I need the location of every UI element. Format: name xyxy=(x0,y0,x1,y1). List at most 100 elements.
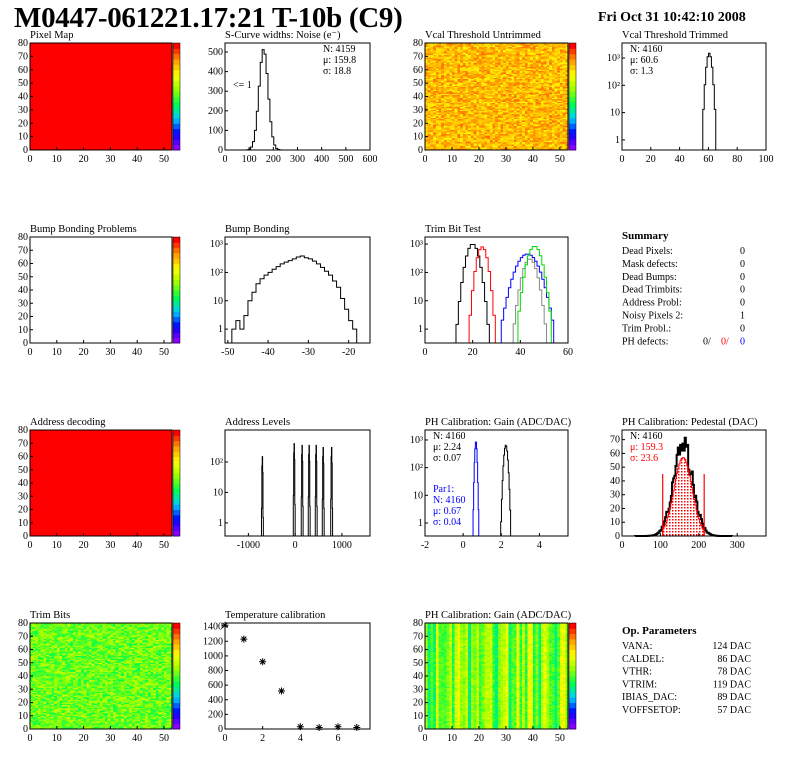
summary-title: Summary xyxy=(622,230,669,242)
y-tick-label: 500 xyxy=(208,47,223,58)
palette-band xyxy=(173,654,180,661)
histogram-series xyxy=(510,245,559,344)
palette-band xyxy=(173,332,180,339)
y-tick-label: 10² xyxy=(210,457,223,468)
palette-band xyxy=(173,321,180,328)
palette-band xyxy=(173,530,180,537)
palette-band xyxy=(569,112,576,119)
op-param-value: 86 DAC xyxy=(717,654,751,665)
stats-line: μ: 159.8 xyxy=(323,55,356,66)
palette-axis xyxy=(568,622,577,730)
palette-axis xyxy=(568,42,577,151)
x-tick-label: 100 xyxy=(242,154,257,165)
y-tick-label: 10 xyxy=(413,711,423,722)
palette-band xyxy=(173,628,180,635)
x-tick-label: 200 xyxy=(266,154,281,165)
x-tick-label: 20 xyxy=(474,154,484,165)
summary-value: 0 xyxy=(740,246,745,257)
x-tick-label: 300 xyxy=(730,540,745,551)
palette-axis xyxy=(172,236,181,344)
data-point xyxy=(240,635,248,643)
palette-band xyxy=(569,91,576,97)
op-params-title: Op. Parameters xyxy=(622,625,697,637)
x-tick-label: 10 xyxy=(52,733,62,744)
palette-band xyxy=(173,107,180,114)
y-tick-label: 10³ xyxy=(410,239,423,250)
palette-band xyxy=(569,96,576,103)
y-tick-label: 10³ xyxy=(410,435,423,446)
palette-band xyxy=(173,337,180,344)
x-tick-label: 600 xyxy=(363,154,378,165)
y-tick-label: 80 xyxy=(413,618,423,629)
palette-axis xyxy=(172,622,181,730)
palette-band xyxy=(569,670,576,677)
palette-band xyxy=(173,498,180,505)
palette-band xyxy=(173,112,180,119)
summary-value: 0 xyxy=(740,298,745,309)
y-tick-label: 50 xyxy=(18,272,28,283)
timestamp: Fri Oct 31 10:42:10 2008 xyxy=(598,10,746,25)
y-tick-label: 80 xyxy=(18,38,28,49)
palette-band xyxy=(173,268,180,275)
panel-title: Trim Bits xyxy=(30,610,70,621)
y-tick-label: 20 xyxy=(18,698,28,709)
y-tick-label: 70 xyxy=(18,245,28,256)
y-tick-label: 70 xyxy=(18,51,28,62)
stats-line: σ: 0.07 xyxy=(433,453,461,464)
x-tick-label: 30 xyxy=(105,154,115,165)
palette-band xyxy=(173,64,180,71)
palette-band xyxy=(173,670,180,677)
x-tick-label: 30 xyxy=(105,733,115,744)
palette-band xyxy=(173,514,180,521)
histogram-series xyxy=(506,258,554,344)
histogram-series xyxy=(662,457,705,536)
palette-band xyxy=(173,633,180,640)
y-tick-label: 0 xyxy=(615,531,620,542)
palette-band xyxy=(173,451,180,457)
plot-frame xyxy=(29,236,173,344)
y-tick-label: 10³ xyxy=(210,239,223,250)
x-tick-label: 20 xyxy=(474,733,484,744)
plot-frame xyxy=(424,236,569,344)
histogram-spike xyxy=(300,444,304,536)
palette-band xyxy=(173,638,180,645)
y-tick-label: 70 xyxy=(18,631,28,642)
y-tick-label: 10 xyxy=(610,108,620,119)
panel-title: Address decoding xyxy=(30,417,106,428)
x-tick-label: 30 xyxy=(105,540,115,551)
x-tick-label: 4 xyxy=(537,540,542,551)
x-tick-label: 20 xyxy=(79,733,89,744)
panel-title: Vcal Threshold Trimmed xyxy=(622,30,729,41)
heatmap-image xyxy=(425,623,568,729)
panel-address-levels: Address Levels -1000 0 1000 1 10 10² xyxy=(210,417,371,551)
summary-label: Mask defects: xyxy=(622,259,678,270)
x-tick-label: 0 xyxy=(423,154,428,165)
y-tick-label: 1 xyxy=(418,518,423,529)
x-tick-label: 0 xyxy=(293,540,298,551)
palette-band xyxy=(173,691,180,698)
heatmap-image xyxy=(30,623,172,729)
palette-band xyxy=(569,48,576,55)
x-tick-label: 0 xyxy=(28,347,33,358)
x-tick-label: 40 xyxy=(675,154,685,165)
summary-value: 0 xyxy=(740,272,745,283)
panel-ph-pedestal: PH Calibration: Pedestal (DAC) N: 4160μ: … xyxy=(610,417,767,551)
y-tick-label: 20 xyxy=(18,118,28,129)
x-tick-label: 500 xyxy=(338,154,353,165)
y-tick-label: 50 xyxy=(18,658,28,669)
palette-band xyxy=(569,107,576,114)
y-tick-label: 300 xyxy=(208,86,223,97)
palette-band xyxy=(173,493,180,500)
x-tick-label: 20 xyxy=(79,154,89,165)
ph-defects-value-1: 0/ xyxy=(703,336,711,347)
palette-band xyxy=(569,117,576,124)
palette-band xyxy=(569,43,576,49)
y-tick-label: 60 xyxy=(18,645,28,656)
summary-label: Trim Probl.: xyxy=(622,323,671,334)
y-tick-label: 80 xyxy=(18,425,28,436)
palette-band xyxy=(569,59,576,65)
